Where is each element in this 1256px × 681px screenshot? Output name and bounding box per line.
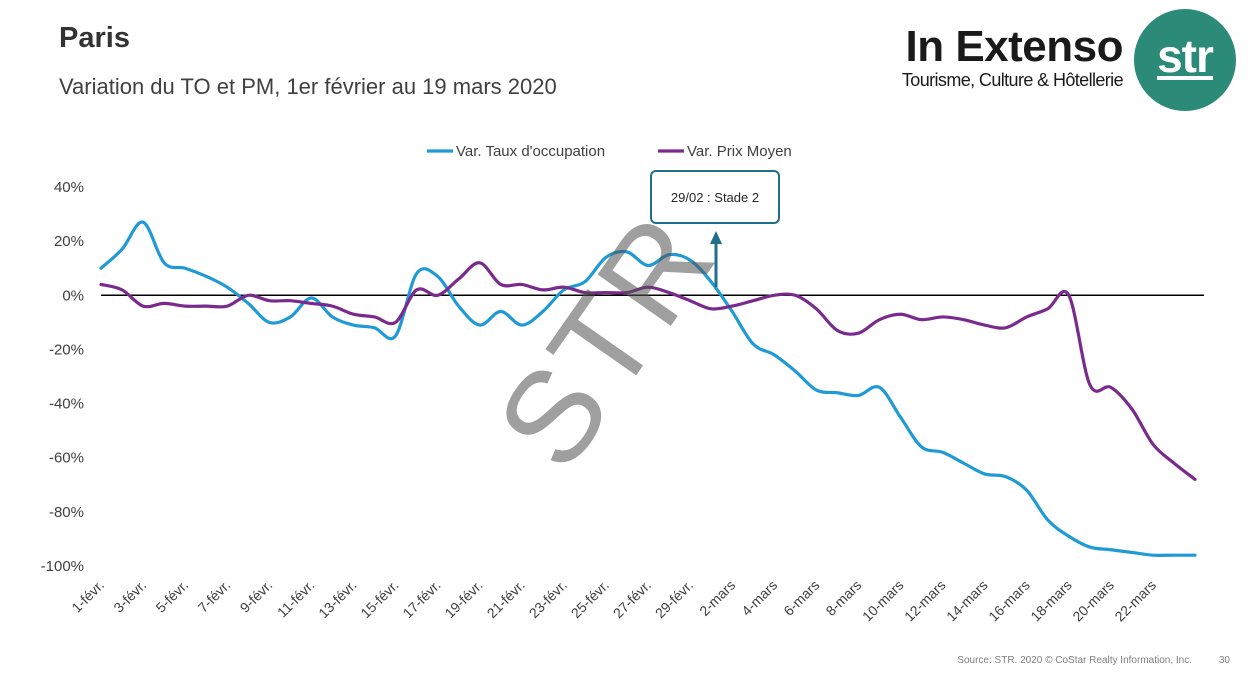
x-axis: 1-févr. 3-févr. 5-févr. 7-févr. 9-févr.11-fé… [68,577,1159,625]
x-tick-label: 10-mars [859,577,907,625]
page-subtitle: Variation du TO et PM, 1er février au 19… [59,74,557,99]
annotation-box: 29/02 : Stade 2 [650,170,780,224]
x-tick-label: 2-mars [696,577,738,619]
legend-label: Var. Taux d'occupation [456,143,605,160]
x-tick-label: 11-févr. [274,577,318,621]
brand-name: In Extenso [905,22,1124,71]
x-tick-label: 5-févr. [152,577,191,616]
x-tick-label: 15-févr. [357,577,401,621]
annotation-text: 29/02 : Stade 2 [670,189,760,205]
x-tick-label: 25-févr. [568,577,612,621]
brand-block: In Extenso Tourisme, Culture & Hôtelleri… [898,22,1124,91]
x-tick-label: 18-mars [1027,577,1075,625]
page-number: 30 [1218,655,1230,666]
x-tick-label: 6-mars [780,577,822,619]
str-logo: str [1134,9,1236,111]
annotation-arrow [710,231,722,287]
series-lines [99,220,1197,557]
x-tick-label: 14-mars [943,577,991,625]
x-tick-label: 17-févr. [399,577,443,621]
x-tick-label: 19-févr. [441,577,485,621]
y-tick-label: 20% [54,233,84,250]
x-tick-label: 4-mars [738,577,780,619]
x-tick-label: 12-mars [901,577,949,625]
x-tick-label: 13-févr. [315,577,359,621]
x-tick-label: 21-févr. [484,577,528,621]
legend: Var. Taux d'occupation Var. Prix Moyen [427,143,792,160]
y-tick-label: -60% [49,450,84,467]
str-logo-text: str [1157,30,1214,82]
x-tick-label: 16-mars [985,577,1033,625]
page-title: Paris [59,22,130,54]
x-tick-label: 29-févr. [652,577,696,621]
x-tick-label: 23-févr. [526,577,570,621]
series-line-prix-moyen [99,261,1197,481]
y-tick-label: -80% [49,504,84,521]
x-tick-label: 20-mars [1069,577,1117,625]
x-tick-label: 22-mars [1111,577,1159,625]
y-tick-label: 0% [62,287,84,304]
x-tick-label: 3-févr. [110,577,149,616]
x-tick-label: 7-févr. [195,577,234,616]
y-tick-label: -20% [49,341,84,358]
y-tick-label: 40% [54,179,84,196]
y-tick-label: -40% [49,396,84,413]
x-tick-label: 1-févr. [68,577,107,616]
y-axis: 40% 20% 0% -20% -40% -60% -80% -100% [41,179,84,575]
source-note: Source: STR. 2020 © CoStar Realty Inform… [957,655,1192,666]
y-tick-label: -100% [41,558,84,575]
legend-label: Var. Prix Moyen [687,143,792,160]
x-tick-label: 27-févr. [610,577,654,621]
brand-tagline: Tourisme, Culture & Hôtellerie [901,70,1124,90]
series-line-occupation [99,220,1197,557]
x-tick-label: 9-févr. [237,577,276,616]
